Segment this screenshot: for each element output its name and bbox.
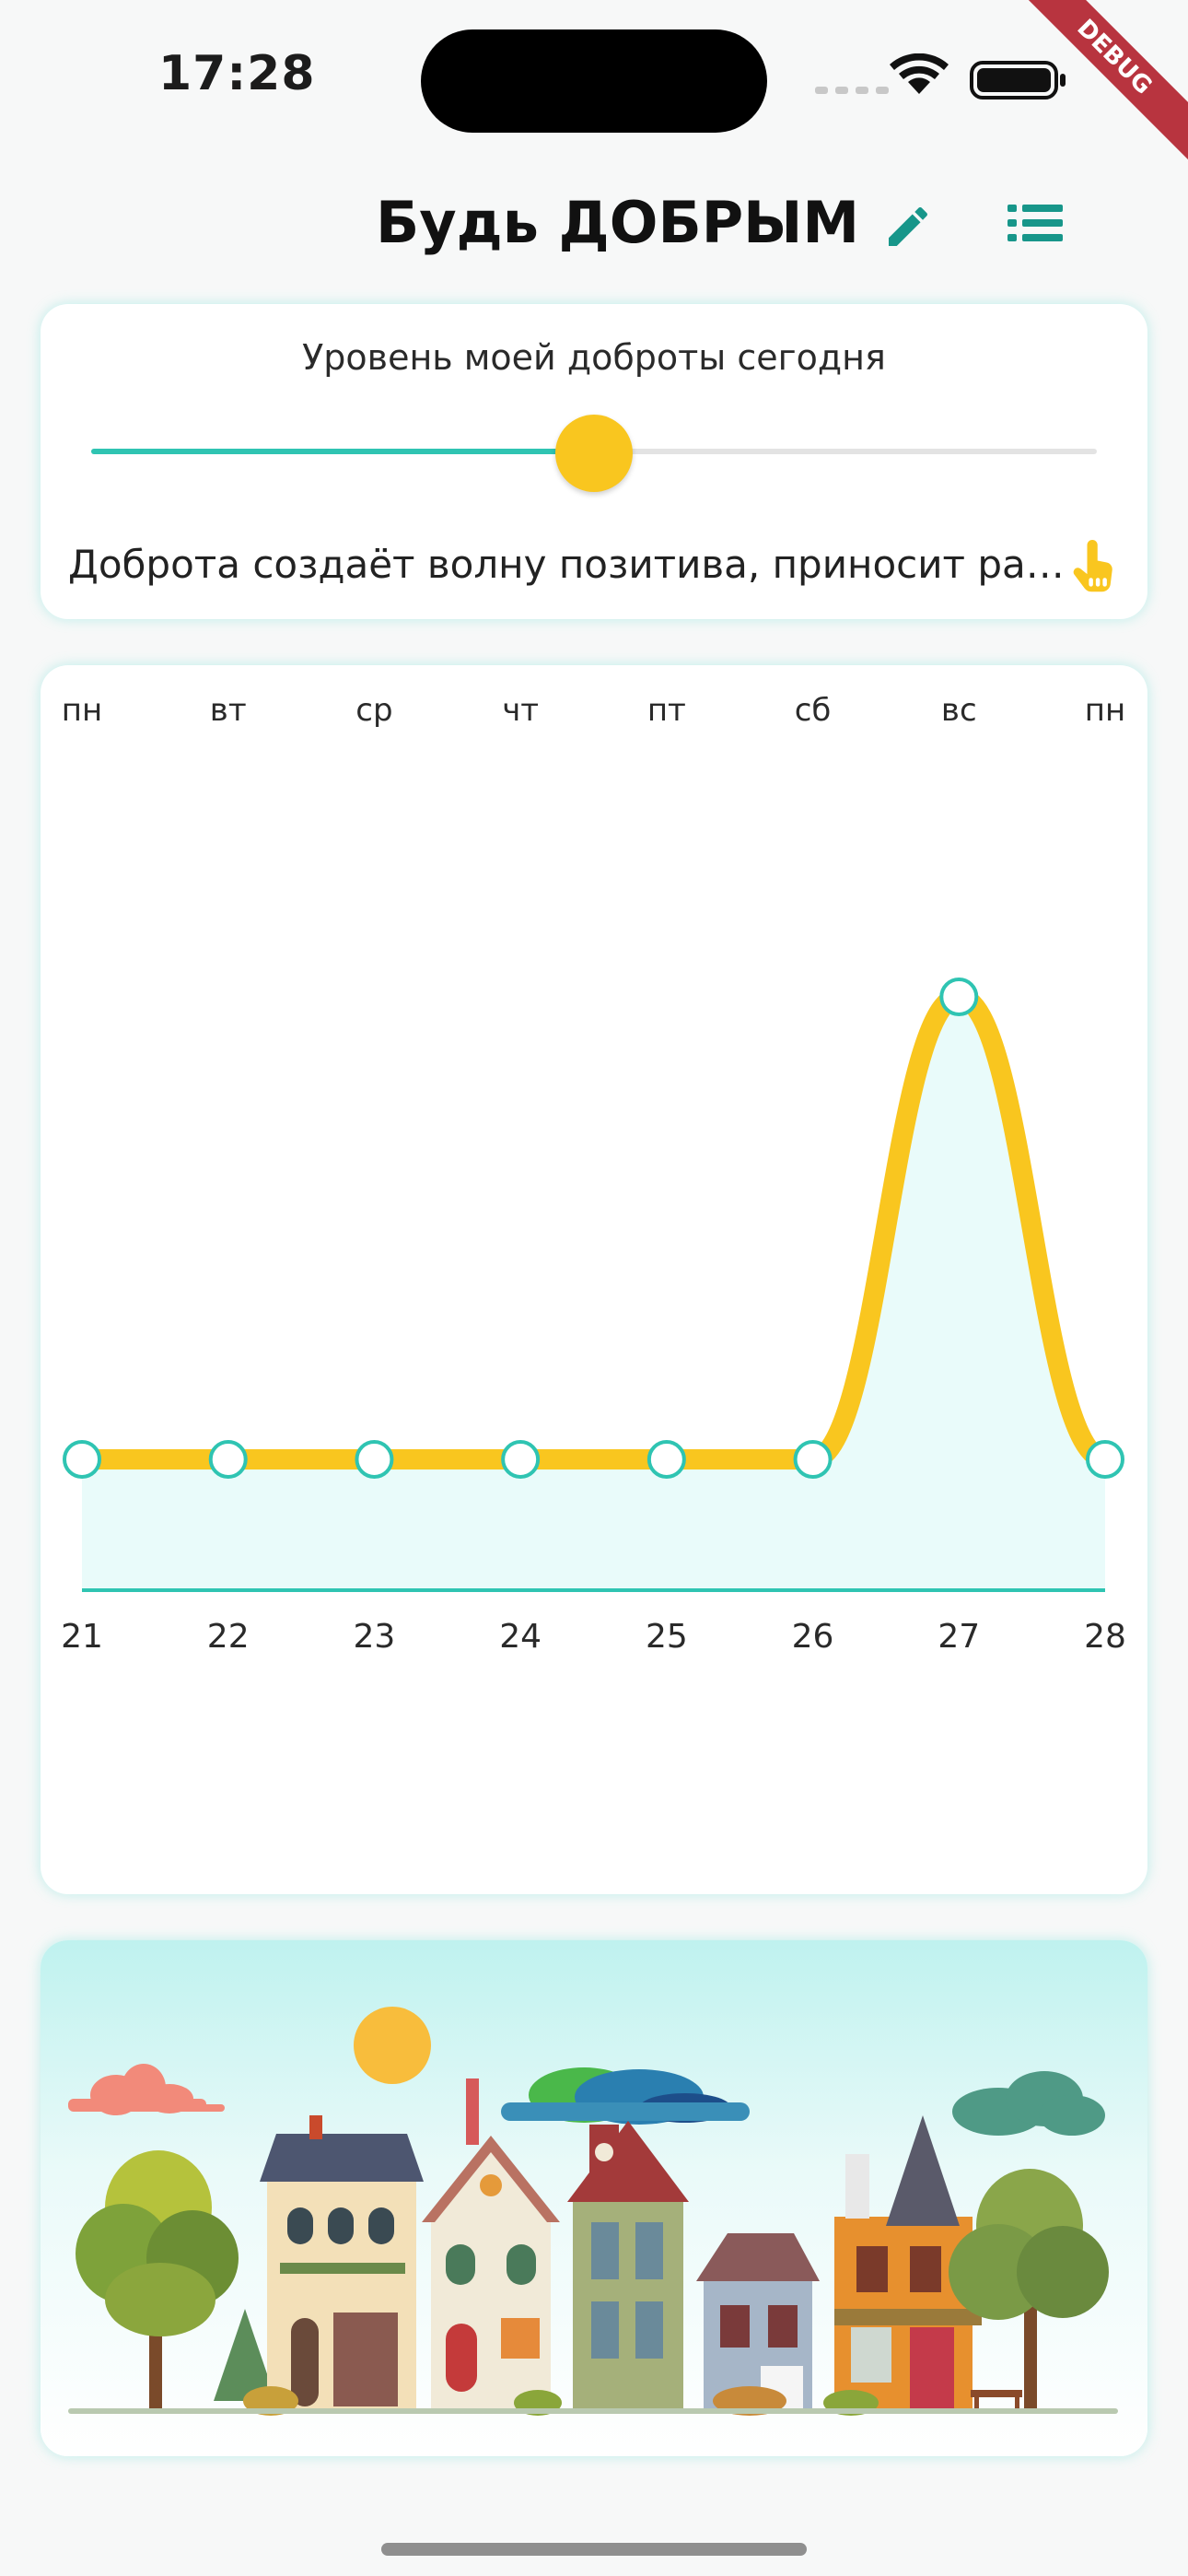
- home-indicator[interactable]: [381, 2543, 807, 2556]
- chart-date-label: 21: [61, 1618, 103, 1656]
- signal-icon: [815, 87, 889, 94]
- chart-day-label: вт: [210, 692, 247, 729]
- town-houses-illustration: [41, 1940, 1147, 2456]
- chart-date-label: 24: [499, 1618, 542, 1656]
- house-icon: [260, 2115, 424, 2408]
- chart-day-label: сб: [795, 692, 832, 729]
- wifi-icon: [890, 53, 949, 94]
- chart-date-label: 28: [1084, 1618, 1126, 1656]
- hand-pointer-icon[interactable]: [1068, 540, 1120, 595]
- chart-date-label: 25: [646, 1618, 688, 1656]
- pine-tree-icon: [214, 2309, 276, 2401]
- bench-icon: [971, 2390, 1022, 2410]
- chart-point-22: [208, 1440, 248, 1479]
- slider-active-track: [91, 449, 594, 454]
- kindness-chart: пн вт ср чт пт сб вс пн 21 22 23 24 25 26 27 28: [61, 692, 1126, 1656]
- sun-icon: [354, 2007, 431, 2084]
- ground-line: [68, 2408, 1118, 2414]
- chart-series-line: [72, 987, 1115, 1469]
- battery-icon: [970, 61, 1066, 100]
- status-time: 17:28: [158, 46, 316, 101]
- kindness-level-title: Уровень моей доброты сегодня: [302, 337, 886, 378]
- chart-point-27: [939, 978, 979, 1016]
- house-icon: [567, 2121, 689, 2408]
- kindness-slider[interactable]: [91, 415, 1097, 492]
- kindness-quote[interactable]: Доброта создаёт волну позитива, приносит…: [68, 542, 1081, 587]
- illustration-card: [41, 1940, 1147, 2456]
- chart-point-25: [646, 1440, 686, 1479]
- chart-date-label: 26: [792, 1618, 834, 1656]
- pencil-icon[interactable]: [882, 201, 934, 252]
- house-icon: [696, 2233, 820, 2408]
- chart-date-label: 23: [354, 1618, 396, 1656]
- chart-day-label: пн: [62, 692, 102, 729]
- chart-point-23: [355, 1440, 394, 1479]
- chart-day-label: пт: [647, 692, 686, 729]
- chart-day-label: ср: [355, 692, 392, 729]
- chart-point-28: [1086, 1440, 1124, 1479]
- chart-x-axis-line: [82, 1588, 1105, 1592]
- chart-point-26: [793, 1440, 833, 1479]
- chart-day-label: чт: [502, 692, 539, 729]
- house-icon: [422, 2078, 560, 2408]
- chart-day-label: вс: [941, 692, 977, 729]
- list-icon[interactable]: [1007, 201, 1063, 245]
- cloud-icon: [952, 2071, 1105, 2136]
- kindness-level-card: Уровень моей доброты сегодня Доброта соз…: [41, 304, 1147, 619]
- chart-area-fill: [82, 997, 1105, 1590]
- page-title: Будь ДОБРЫМ: [376, 189, 860, 256]
- chart-date-label: 27: [938, 1618, 980, 1656]
- cloud-icon: [68, 2064, 225, 2115]
- kindness-chart-card: пн вт ср чт пт сб вс пн 21 22 23 24 25 26 27 28: [41, 665, 1147, 1894]
- chart-point-21: [63, 1440, 101, 1479]
- status-icons: [815, 53, 1066, 100]
- tree-icon: [76, 2150, 239, 2410]
- cloud-icon: [501, 2067, 750, 2125]
- chart-point-24: [501, 1440, 541, 1479]
- slider-thumb[interactable]: [555, 415, 633, 492]
- house-icon: [834, 2115, 982, 2408]
- chart-day-label: пн: [1085, 692, 1125, 729]
- dynamic-island: [421, 29, 767, 133]
- chart-date-label: 22: [207, 1618, 250, 1656]
- tree-icon: [949, 2169, 1109, 2408]
